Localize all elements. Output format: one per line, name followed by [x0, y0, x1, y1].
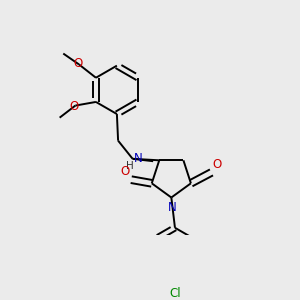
- Text: O: O: [73, 57, 82, 70]
- Text: N: N: [134, 152, 142, 165]
- Text: H: H: [126, 161, 134, 171]
- Text: O: O: [121, 165, 130, 178]
- Text: O: O: [213, 158, 222, 171]
- Text: N: N: [167, 201, 176, 214]
- Text: O: O: [70, 100, 79, 112]
- Text: Cl: Cl: [169, 287, 181, 300]
